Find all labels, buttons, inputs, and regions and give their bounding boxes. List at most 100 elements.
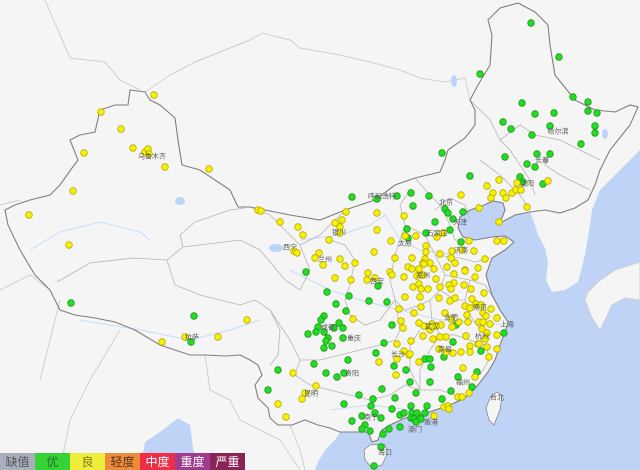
station-dot[interactable] (323, 288, 331, 296)
station-dot[interactable] (412, 389, 420, 397)
station-dot[interactable] (393, 192, 401, 200)
station-dot[interactable] (80, 149, 88, 157)
station-dot[interactable] (419, 332, 427, 340)
station-dot[interactable] (471, 373, 479, 381)
station-dot[interactable] (392, 371, 400, 379)
station-dot[interactable] (468, 383, 476, 391)
station-dot[interactable] (458, 393, 466, 401)
station-dot[interactable] (449, 349, 457, 357)
station-dot[interactable] (391, 254, 399, 262)
station-dot[interactable] (348, 193, 356, 201)
station-dot[interactable] (375, 358, 383, 366)
station-dot[interactable] (377, 443, 385, 451)
station-dot[interactable] (499, 118, 507, 126)
station-dot[interactable] (340, 369, 348, 377)
station-dot[interactable] (325, 236, 333, 244)
station-dot[interactable] (448, 247, 456, 255)
station-dot[interactable] (500, 329, 508, 337)
station-dot[interactable] (415, 265, 423, 273)
legend-item-heavy-pollution[interactable]: 重度 (175, 453, 210, 470)
station-dot[interactable] (407, 337, 415, 345)
station-dot[interactable] (97, 108, 105, 116)
station-dot[interactable] (349, 315, 357, 323)
station-dot[interactable] (450, 270, 458, 278)
station-dot[interactable] (328, 342, 336, 350)
station-dot[interactable] (471, 273, 479, 281)
station-dot[interactable] (468, 295, 476, 303)
station-dot[interactable] (531, 110, 539, 118)
station-dot[interactable] (274, 400, 282, 408)
station-dot[interactable] (317, 316, 325, 324)
station-dot[interactable] (485, 353, 493, 361)
station-dot[interactable] (358, 425, 366, 433)
station-dot[interactable] (466, 348, 474, 356)
station-dot[interactable] (302, 268, 310, 276)
station-dot[interactable] (369, 395, 377, 403)
station-dot[interactable] (500, 237, 508, 245)
station-dot[interactable] (546, 122, 554, 130)
station-dot[interactable] (400, 212, 408, 220)
station-dot[interactable] (400, 273, 408, 281)
station-dot[interactable] (373, 209, 381, 217)
station-dot[interactable] (319, 261, 327, 269)
station-dot[interactable] (276, 218, 284, 226)
station-dot[interactable] (315, 249, 323, 257)
station-dot[interactable] (401, 232, 409, 240)
station-dot[interactable] (438, 149, 446, 157)
station-dot[interactable] (464, 318, 472, 326)
station-dot[interactable] (65, 241, 73, 249)
station-dot[interactable] (336, 255, 344, 263)
station-dot[interactable] (436, 283, 444, 291)
station-dot[interactable] (351, 259, 359, 267)
station-dot[interactable] (395, 305, 403, 313)
station-dot[interactable] (426, 259, 434, 267)
station-dot[interactable] (388, 405, 396, 413)
station-dot[interactable] (447, 315, 455, 323)
station-dot[interactable] (446, 226, 454, 234)
station-dot[interactable] (513, 179, 521, 187)
station-dot[interactable] (466, 304, 474, 312)
station-dot[interactable] (487, 194, 495, 202)
station-dot[interactable] (462, 332, 470, 340)
station-dot[interactable] (550, 109, 558, 117)
station-dot[interactable] (298, 395, 306, 403)
station-dot[interactable] (374, 282, 382, 290)
station-dot[interactable] (426, 355, 434, 363)
station-dot[interactable] (419, 271, 427, 279)
station-dot[interactable] (528, 131, 536, 139)
station-dot[interactable] (416, 293, 424, 301)
station-dot[interactable] (299, 231, 307, 239)
station-dot[interactable] (331, 219, 339, 227)
station-dot[interactable] (454, 373, 462, 381)
station-dot[interactable] (371, 409, 379, 417)
station-dot[interactable] (584, 98, 592, 106)
station-dot[interactable] (399, 324, 407, 332)
station-dot[interactable] (367, 402, 375, 410)
station-dot[interactable] (467, 285, 475, 293)
station-dot[interactable] (487, 305, 495, 313)
station-dot[interactable] (400, 409, 408, 417)
station-dot[interactable] (293, 249, 301, 257)
station-dot[interactable] (459, 208, 467, 216)
station-dot[interactable] (493, 314, 501, 322)
station-dot[interactable] (420, 260, 428, 268)
station-dot[interactable] (388, 271, 396, 279)
station-dot[interactable] (493, 237, 501, 245)
station-dot[interactable] (345, 292, 353, 300)
station-dot[interactable] (438, 395, 446, 403)
legend-item-severe-pollution[interactable]: 严重 (210, 453, 245, 470)
station-dot[interactable] (412, 232, 420, 240)
station-dot[interactable] (477, 301, 485, 309)
station-dot[interactable] (474, 264, 482, 272)
station-dot[interactable] (429, 335, 437, 343)
station-dot[interactable] (370, 462, 378, 470)
station-dot[interactable] (502, 194, 510, 202)
station-dot[interactable] (205, 165, 213, 173)
station-dot[interactable] (407, 402, 415, 410)
station-dot[interactable] (481, 255, 489, 263)
station-dot[interactable] (331, 274, 339, 282)
station-dot[interactable] (591, 129, 599, 137)
station-dot[interactable] (533, 150, 541, 158)
station-dot[interactable] (344, 356, 352, 364)
station-dot[interactable] (338, 216, 346, 224)
